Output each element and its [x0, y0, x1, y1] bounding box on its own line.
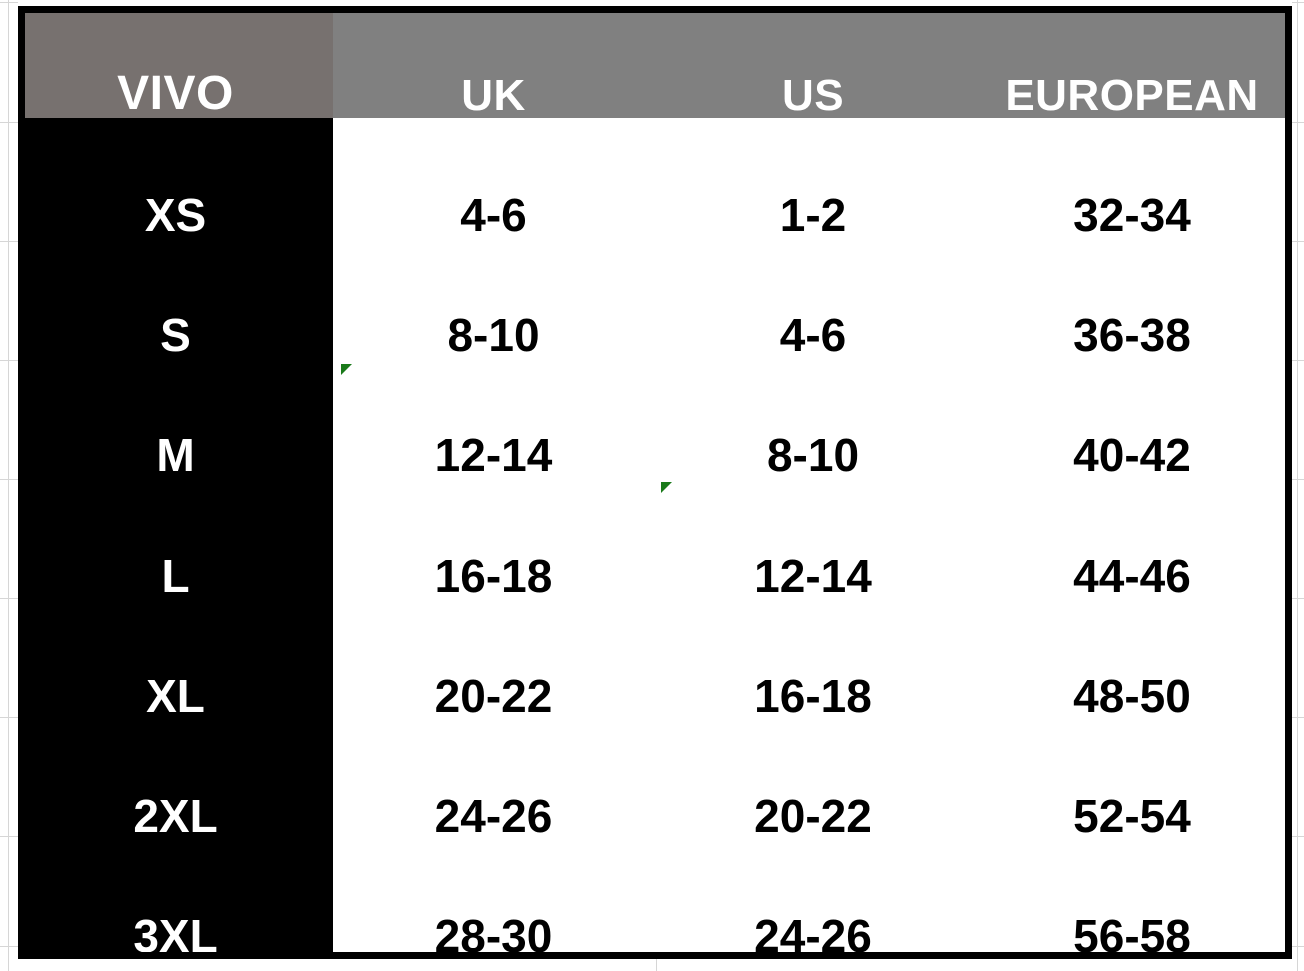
sheet-gridline-vertical	[1297, 0, 1298, 971]
column-header-vivo: VIVO	[18, 6, 333, 118]
us-size-cell: 4-6	[654, 238, 972, 358]
table-row: S 8-10 4-6 36-38	[18, 238, 1292, 358]
sheet-gridline-horizontal	[1292, 122, 1304, 123]
sheet-gridline-horizontal	[0, 717, 18, 718]
us-size-cell: 24-26	[654, 838, 972, 959]
uk-size-cell: 28-30	[333, 838, 654, 959]
sheet-gridline-horizontal	[0, 2, 18, 3]
column-header-european: EUROPEAN	[972, 6, 1292, 118]
table-row: XL 20-22 16-18 48-50	[18, 598, 1292, 719]
sheet-gridline-vertical	[8, 0, 9, 971]
size-conversion-table: VIVO UK US EUROPEAN XS 4-6 1-2 32-34 S 8…	[18, 6, 1292, 959]
sheet-gridline-horizontal	[1292, 836, 1304, 837]
size-label-cell: 2XL	[18, 718, 333, 839]
uk-size-cell: 12-14	[333, 358, 654, 478]
european-size-cell: 56-58	[972, 838, 1292, 959]
us-size-cell: 1-2	[654, 118, 972, 238]
sheet-gridline-horizontal	[1292, 2, 1304, 3]
sheet-gridline-horizontal	[1292, 479, 1304, 480]
table-header-row: VIVO UK US EUROPEAN	[18, 6, 1292, 118]
european-size-cell: 52-54	[972, 718, 1292, 839]
table-row: 2XL 24-26 20-22 52-54	[18, 718, 1292, 839]
uk-size-cell: 8-10	[333, 238, 654, 358]
table-row: XS 4-6 1-2 32-34	[18, 118, 1292, 238]
uk-size-cell: 20-22	[333, 598, 654, 719]
european-size-cell: 36-38	[972, 238, 1292, 358]
size-label-cell: M	[18, 358, 333, 478]
size-label-cell: L	[18, 478, 333, 599]
table-row: L 16-18 12-14 44-46	[18, 478, 1292, 599]
sheet-gridline-horizontal	[1292, 360, 1304, 361]
sheet-gridline-horizontal	[0, 122, 18, 123]
table-row: 3XL 28-30 24-26 56-58	[18, 838, 1292, 959]
us-size-cell: 12-14	[654, 478, 972, 599]
uk-size-cell: 16-18	[333, 478, 654, 599]
comment-marker-uk-m	[341, 364, 352, 375]
us-size-cell: 16-18	[654, 598, 972, 719]
sheet-gridline-horizontal	[0, 598, 18, 599]
sheet-gridline-horizontal	[1292, 717, 1304, 718]
sheet-gridline-horizontal	[1292, 241, 1304, 242]
size-label-cell: XS	[18, 118, 333, 238]
sheet-gridline-horizontal	[0, 360, 18, 361]
us-size-cell: 8-10	[654, 358, 972, 478]
column-header-uk: UK	[333, 6, 654, 118]
uk-size-cell: 4-6	[333, 118, 654, 238]
european-size-cell: 48-50	[972, 598, 1292, 719]
size-label-cell: XL	[18, 598, 333, 719]
european-size-cell: 32-34	[972, 118, 1292, 238]
uk-size-cell: 24-26	[333, 718, 654, 839]
sheet-gridline-horizontal	[0, 479, 18, 480]
column-header-us: US	[654, 6, 972, 118]
comment-marker-us-l	[661, 482, 672, 493]
table-row: M 12-14 8-10 40-42	[18, 358, 1292, 478]
sheet-gridline-horizontal	[1292, 598, 1304, 599]
size-label-cell: S	[18, 238, 333, 358]
us-size-cell: 20-22	[654, 718, 972, 839]
european-size-cell: 40-42	[972, 358, 1292, 478]
sheet-gridline-horizontal	[0, 241, 18, 242]
european-size-cell: 44-46	[972, 478, 1292, 599]
size-label-cell: 3XL	[18, 838, 333, 959]
sheet-gridline-horizontal	[0, 836, 18, 837]
